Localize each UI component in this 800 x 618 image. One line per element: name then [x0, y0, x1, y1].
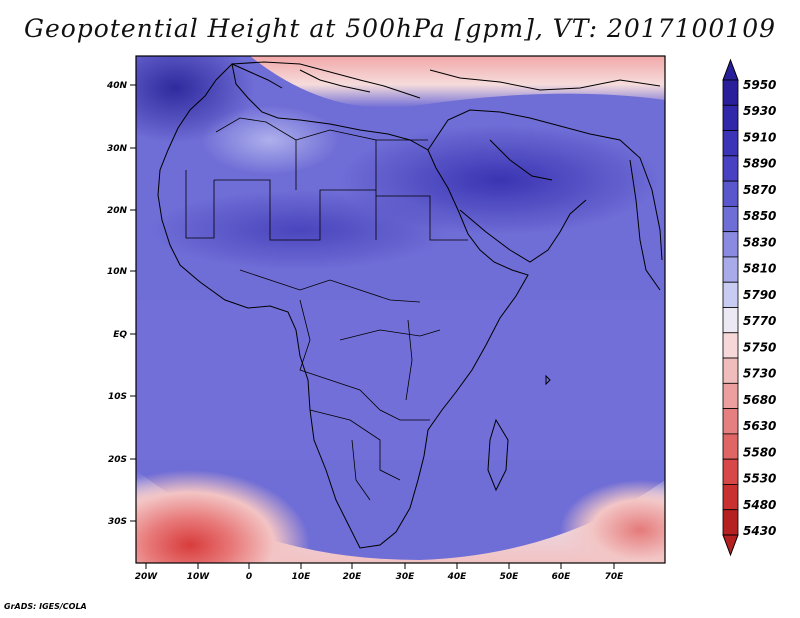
lat-label: 40N [106, 81, 128, 91]
lat-label: EQ [113, 330, 127, 340]
colorbar-swatch [722, 281, 739, 308]
lon-label: 0 [246, 572, 252, 582]
colorbar-label: 5630 [743, 419, 776, 433]
latitude-axis: 40N 30N 20N 10N EQ 10S 20S 30S [106, 81, 136, 527]
colorbar-swatch [722, 180, 739, 207]
colorbar-label: 5930 [743, 104, 776, 118]
lon-label: 40E [447, 572, 468, 582]
colorbar-swatch [722, 382, 739, 410]
colorbar-swatch [722, 408, 739, 435]
colorbar-label: 5480 [743, 498, 776, 512]
colorbar-label: 5870 [743, 183, 776, 197]
lon-label: 20W [135, 572, 159, 582]
colorbar-label: 5770 [743, 314, 776, 328]
colorbar-swatch [722, 104, 739, 131]
lon-label: 20E [343, 572, 363, 582]
colorbar-top-arrow [722, 58, 739, 81]
height-field [136, 56, 665, 563]
lon-label: 30E [396, 572, 416, 582]
longitude-axis: 20W 10W 0 10E 20E 30E 40E 50E 60E 70E [135, 563, 624, 582]
lat-label: 30N [107, 144, 128, 154]
credit-label: GrADS: IGES/COLA [4, 602, 87, 611]
colorbar-label: 5950 [743, 78, 776, 92]
colorbar-swatch [722, 130, 739, 157]
lat-label: 10S [108, 392, 127, 402]
borders [185, 117, 468, 501]
lat-label: 20N [107, 206, 128, 216]
lon-label: 10W [187, 572, 211, 582]
colorbar-swatch [722, 509, 739, 536]
colorbar-label: 5810 [743, 262, 776, 276]
colorbar-swatch [722, 205, 739, 233]
colorbar-label: 5910 [743, 130, 776, 144]
colorbar-label: 5850 [743, 209, 776, 223]
lat-label: 30S [108, 517, 127, 527]
colorbar: 5950 5930 5910 5890 5870 5850 5830 5810 5790 5770… [722, 58, 776, 557]
colorbar-label: 5680 [743, 393, 776, 407]
colorbar-label: 5530 [743, 472, 776, 486]
lon-label: 70E [605, 572, 625, 582]
colorbar-swatch [722, 79, 739, 106]
colorbar-label: 5890 [743, 157, 776, 171]
lat-label: 20S [108, 455, 127, 465]
colorbar-swatch [722, 307, 739, 334]
colorbar-label: 5750 [743, 340, 776, 354]
colorbar-swatch [722, 484, 739, 511]
colorbar-swatch [722, 155, 739, 182]
lon-label: 10E [292, 572, 312, 582]
colorbar-label: 5790 [743, 288, 776, 302]
lon-label: 50E [500, 572, 520, 582]
colorbar-label: 5430 [743, 524, 776, 538]
lat-label: 10N [107, 267, 128, 277]
colorbar-swatch [722, 357, 739, 384]
colorbar-bottom-arrow [722, 534, 739, 557]
colorbar-swatch [722, 231, 739, 258]
colorbar-swatch [722, 332, 739, 359]
map-title: Geopotential Height at 500hPa [gpm], VT:… [23, 14, 777, 43]
colorbar-label: 5730 [743, 367, 776, 381]
plot-frame [135, 55, 666, 564]
colorbar-swatch [722, 256, 739, 283]
colorbar-swatch [722, 433, 739, 460]
colorbar-label: 5830 [743, 235, 776, 249]
coastlines [157, 61, 663, 549]
lon-label: 60E [552, 572, 572, 582]
colorbar-swatch [722, 458, 739, 485]
colorbar-label: 5580 [743, 445, 776, 459]
